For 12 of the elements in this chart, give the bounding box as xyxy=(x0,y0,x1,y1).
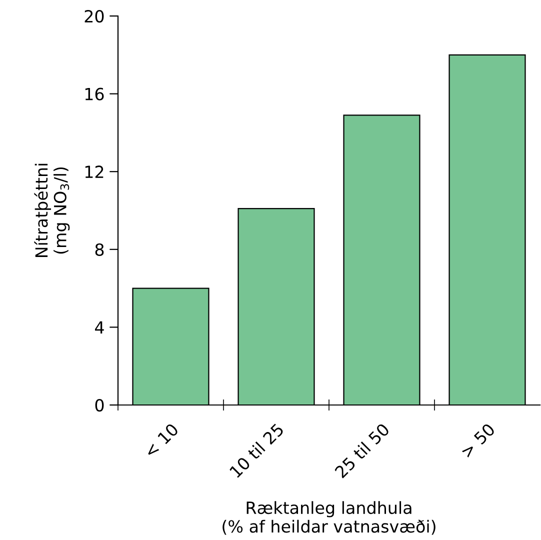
x-tick-label: > 50 xyxy=(460,422,496,458)
y-axis-title: Nítratþéttni (mg NO$_{3}$/l) xyxy=(34,164,70,258)
y-tick-label: 12 xyxy=(85,166,104,178)
y-tick-label: 16 xyxy=(85,88,104,100)
x-tick-label: < 10 xyxy=(144,422,180,458)
y-tick-label: 0 xyxy=(95,398,104,412)
y-tick-label: 4 xyxy=(95,321,104,334)
x-tick-label: 10 til 25 xyxy=(228,422,284,478)
y-tick-label: 8 xyxy=(95,243,104,256)
x-axis-title: Ræktanleg landhula (% af heildar vatnasvæði) xyxy=(222,501,436,535)
y-tick-label: 20 xyxy=(84,10,104,23)
x-tick-label: 25 til 50 xyxy=(334,422,390,479)
